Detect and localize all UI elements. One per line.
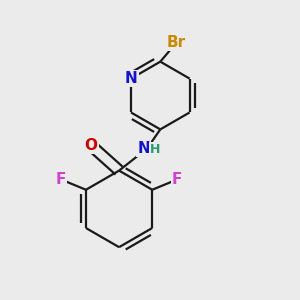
Text: F: F [172, 172, 182, 187]
Text: H: H [150, 143, 160, 157]
Text: N: N [124, 71, 137, 86]
Text: F: F [56, 172, 66, 187]
Text: Br: Br [167, 35, 186, 50]
Text: O: O [85, 138, 98, 153]
Text: N: N [137, 141, 150, 156]
